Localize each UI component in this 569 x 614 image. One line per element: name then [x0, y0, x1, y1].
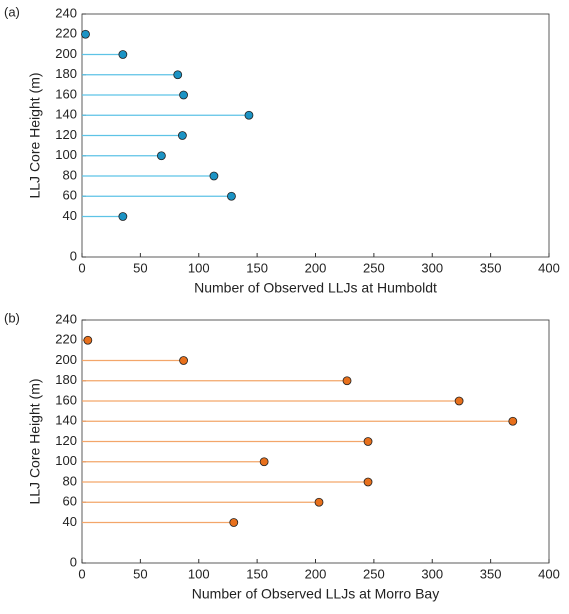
y-tick-label: 60	[63, 188, 77, 203]
y-tick-label: 120	[55, 127, 77, 142]
y-tick-label: 80	[63, 473, 77, 488]
y-tick-label: 100	[55, 147, 77, 162]
y-axis-title: LLJ Core Height (m)	[27, 72, 43, 198]
x-axis-title: Number of Observed LLJs at Morro Bay	[192, 586, 439, 602]
x-tick-label: 50	[133, 260, 147, 275]
x-tick-label: 250	[363, 566, 385, 581]
x-axis-title: Number of Observed LLJs at Humboldt	[194, 280, 437, 296]
y-tick-label: 40	[63, 208, 77, 223]
x-tick-label: 0	[78, 566, 85, 581]
x-tick-label: 100	[188, 566, 210, 581]
x-tick-label: 150	[246, 566, 268, 581]
y-tick-label: 0	[70, 554, 77, 569]
marker	[179, 90, 188, 100]
y-tick-label: 180	[55, 66, 77, 81]
y-tick-label: 80	[63, 167, 77, 182]
marker	[259, 457, 269, 467]
y-axis-title: LLJ Core Height (m)	[27, 378, 43, 504]
marker	[244, 110, 254, 120]
x-tick-label: 0	[78, 260, 85, 275]
x-tick-label: 350	[480, 566, 502, 581]
y-tick-label: 220	[55, 332, 77, 347]
x-tick-label: 100	[188, 260, 210, 275]
marker	[229, 518, 239, 527]
marker	[508, 416, 518, 426]
y-tick-label: 140	[55, 107, 77, 122]
y-tick-label: 200	[55, 352, 77, 367]
marker	[118, 212, 128, 221]
x-tick-label: 350	[480, 260, 502, 275]
x-tick-label: 400	[538, 260, 560, 275]
marker	[83, 335, 93, 345]
marker	[363, 477, 373, 487]
marker	[227, 191, 236, 201]
marker	[173, 70, 183, 80]
y-tick-label: 100	[55, 453, 77, 468]
y-tick-label: 220	[55, 26, 77, 41]
marker	[118, 50, 128, 59]
x-tick-label: 300	[421, 566, 443, 581]
y-tick-label: 160	[55, 86, 77, 101]
marker	[454, 396, 464, 406]
panel-label: (b)	[4, 310, 20, 325]
y-tick-label: 0	[70, 248, 77, 263]
marker	[178, 131, 187, 140]
marker	[314, 497, 324, 507]
y-tick-label: 120	[55, 433, 77, 448]
y-tick-label: 180	[55, 372, 77, 387]
marker	[156, 151, 166, 161]
x-tick-label: 200	[305, 260, 327, 275]
y-tick-label: 140	[55, 413, 77, 428]
y-tick-label: 40	[63, 514, 77, 529]
marker	[363, 437, 373, 446]
marker	[81, 29, 90, 39]
y-tick-label: 60	[63, 494, 77, 509]
y-tick-label: 240	[55, 311, 77, 326]
y-tick-label: 200	[55, 46, 77, 61]
x-tick-label: 50	[133, 566, 147, 581]
x-tick-label: 300	[421, 260, 443, 275]
marker	[179, 356, 188, 365]
panel-label: (a)	[4, 4, 20, 19]
y-tick-label: 160	[55, 392, 77, 407]
x-tick-label: 200	[305, 566, 327, 581]
x-tick-label: 400	[538, 566, 560, 581]
marker	[209, 171, 219, 181]
y-tick-label: 240	[55, 5, 77, 20]
x-tick-label: 250	[363, 260, 385, 275]
marker	[342, 376, 352, 386]
x-tick-label: 150	[246, 260, 268, 275]
